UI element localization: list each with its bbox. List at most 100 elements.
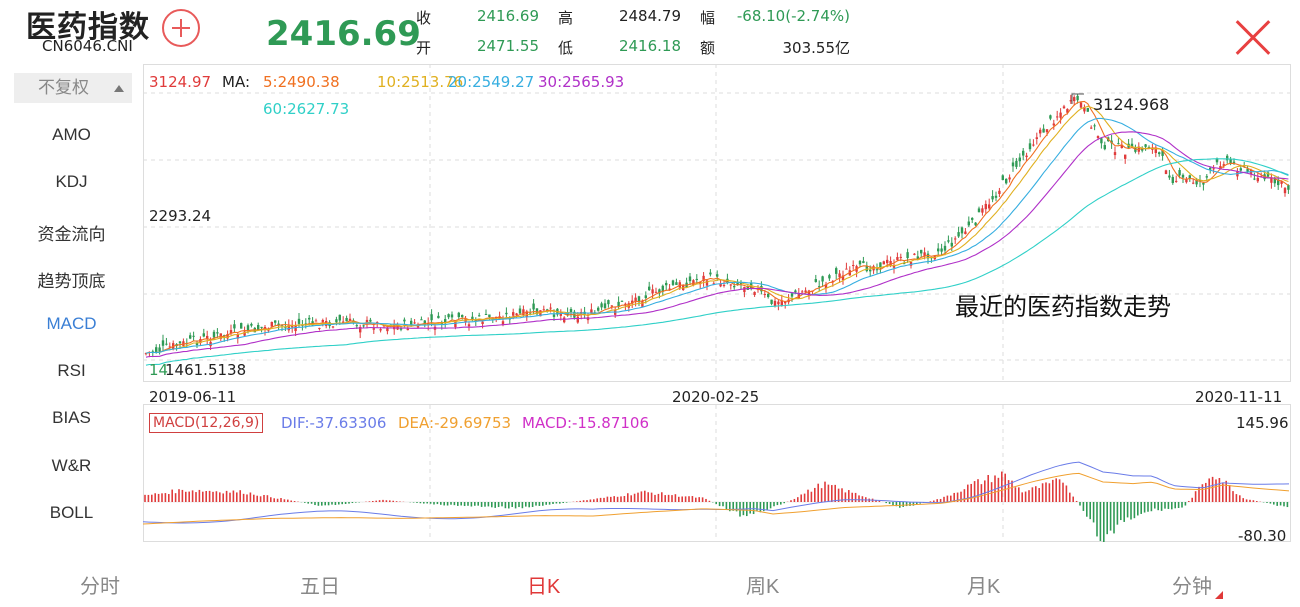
candle-body [457, 312, 460, 318]
candle-body [913, 253, 916, 255]
sidebar-item-kdj[interactable]: KDJ [55, 172, 88, 191]
candle-body [671, 280, 675, 285]
candle-body [270, 321, 273, 327]
candle-body [376, 322, 379, 324]
tab-minute-arrow-icon [1215, 591, 1223, 599]
tab-five-day[interactable]: 五日 [300, 576, 340, 598]
candle-body [1079, 102, 1083, 108]
candle-body [906, 252, 909, 259]
macd-param-tag[interactable]: MACD(12,26,9) [149, 413, 264, 433]
sidebar-item-boll[interactable]: BOLL [49, 503, 94, 522]
tab-weekly-k[interactable]: 周K [746, 576, 780, 598]
candle-body [321, 319, 324, 322]
ma-label: MA: [222, 73, 250, 91]
candle-body [841, 275, 845, 281]
candle-body [1185, 179, 1188, 183]
candle-body [620, 300, 624, 302]
candle-body [287, 324, 290, 331]
candle-body [994, 195, 998, 198]
candle-body [359, 327, 362, 333]
candle-body [865, 265, 868, 272]
amount-value: 303.55亿 [782, 39, 851, 57]
candle-body [916, 256, 919, 260]
high-legend: 3124.97 [149, 73, 212, 91]
sidebar-item-rsi[interactable]: RSI [57, 361, 86, 380]
candle-body [1100, 138, 1103, 144]
candle-body [1280, 181, 1283, 184]
candle-body [1059, 112, 1062, 118]
candle-body [733, 286, 736, 288]
candle-body [729, 284, 732, 286]
candle-body [977, 208, 981, 213]
candle-body [158, 347, 161, 352]
candle-body [923, 252, 926, 256]
sidebar-item-wr[interactable]: W&R [51, 456, 92, 475]
sidebar-item-trend[interactable]: 趋势顶底 [37, 272, 106, 291]
add-watchlist-button[interactable] [162, 9, 200, 47]
candle-body [1015, 160, 1018, 167]
candle-body [447, 314, 450, 318]
kline-chart-area[interactable] [142, 64, 1300, 544]
close-button[interactable] [1234, 18, 1272, 56]
candle-body [155, 347, 158, 353]
candle-body [641, 300, 644, 307]
candle-body [1222, 164, 1225, 166]
candle-body [770, 299, 773, 304]
candle-body [828, 275, 831, 279]
candle-body [767, 293, 770, 298]
candle-body [981, 208, 984, 213]
candle-body [1175, 180, 1178, 182]
tab-monthly-k[interactable]: 月K [967, 576, 1001, 598]
candle-body [525, 311, 528, 317]
candle-body [899, 256, 902, 258]
candle-body [784, 301, 787, 304]
candle-body [314, 320, 318, 322]
candle-body [763, 294, 766, 296]
candle-body [484, 313, 488, 315]
candle-body [709, 272, 712, 275]
ma5-legend: 5:2490.38 [263, 73, 340, 91]
tab-minute[interactable]: 分钟 [1172, 570, 1223, 599]
candle-body [1246, 168, 1249, 172]
candle-body [355, 325, 358, 327]
candle-body [1164, 170, 1168, 175]
candle-body [1215, 158, 1219, 163]
sidebar-item-bias[interactable]: BIAS [52, 408, 91, 427]
adjust-dropdown[interactable]: 不复权 [14, 73, 132, 103]
candle-body [202, 333, 205, 337]
candle-body [505, 312, 508, 315]
candle-body [648, 286, 651, 291]
candle-body [1035, 137, 1038, 139]
candle-body [501, 321, 505, 325]
high-value: 2484.79 [618, 7, 681, 25]
dea-line [142, 472, 1290, 525]
candle-body [1158, 152, 1161, 155]
candle-body [940, 248, 943, 252]
candle-body [478, 315, 481, 317]
candle-body [379, 329, 382, 331]
date-label-mid: 2020-02-25 [672, 388, 760, 406]
candle-body [852, 265, 855, 267]
sidebar-item-amo[interactable]: AMO [52, 125, 91, 144]
tab-daily-k[interactable]: 日K [527, 576, 561, 598]
candle-body [423, 320, 426, 326]
candle-body [233, 324, 236, 329]
tab-intraday[interactable]: 分时 [80, 576, 120, 598]
candle-body [651, 289, 654, 294]
candle-body [600, 303, 603, 308]
candle-body [1052, 123, 1055, 126]
candle-body [1025, 155, 1028, 158]
low-axis-overlap: 14 [149, 361, 169, 379]
candle-body [297, 318, 301, 324]
candle-body [1093, 125, 1096, 127]
candle-body [882, 261, 885, 265]
candle-body [831, 280, 834, 283]
sidebar-item-macd[interactable]: MACD [46, 314, 97, 333]
candle-body [1130, 143, 1134, 148]
candle-body [661, 285, 664, 292]
sidebar-item-capital-flow[interactable]: 资金流向 [37, 225, 106, 244]
adjust-label: 不复权 [38, 78, 89, 98]
candle-body [546, 309, 549, 311]
candle-body [226, 333, 229, 339]
candle-body [712, 283, 715, 285]
